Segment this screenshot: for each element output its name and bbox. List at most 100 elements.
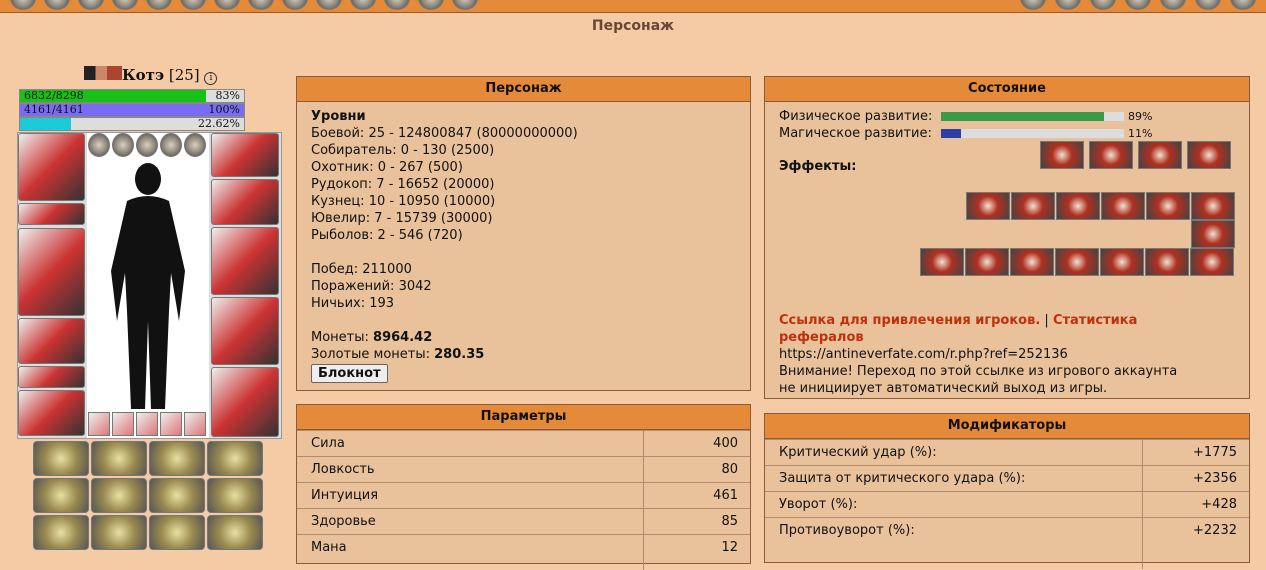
inventory-slot[interactable] — [149, 478, 205, 513]
row-label: Сила — [311, 436, 345, 451]
inventory-slot[interactable] — [149, 515, 205, 550]
row-value: +2356 — [1193, 471, 1237, 486]
inventory-slot[interactable] — [207, 515, 263, 550]
equipment-slot[interactable] — [18, 366, 85, 388]
equipment-slot[interactable] — [211, 133, 279, 177]
notebook-button[interactable]: Блокнот — [311, 364, 388, 383]
links: Ссылка для привлечения игроков. | Статис… — [779, 312, 1179, 397]
inventory-slot[interactable] — [33, 441, 89, 476]
gem-slot — [184, 412, 206, 436]
equipment-slot[interactable] — [18, 318, 85, 364]
character-name: Котэ — [122, 66, 165, 84]
effect-icon — [1055, 248, 1099, 276]
ring-slot — [88, 133, 110, 157]
effect-icon — [965, 248, 1009, 276]
gem-slot — [160, 412, 182, 436]
table-row: Интуиция 461 — [297, 482, 750, 509]
silhouette — [111, 163, 185, 409]
divider — [1142, 439, 1143, 569]
effects-label: Эффекты: — [779, 159, 857, 174]
state-panel: Состояние Физическое развитие: Магическо… — [764, 76, 1250, 399]
effect-icon — [1145, 248, 1189, 276]
inventory-slot[interactable] — [207, 441, 263, 476]
stats: Побед: 211000 Поражений: 3042 Ничьих: 193 — [311, 261, 736, 312]
level-line: Собиратель: 0 - 130 (2500) — [311, 143, 495, 158]
inventory-slot[interactable] — [33, 478, 89, 513]
referral-link[interactable]: Ссылка для привлечения игроков. — [779, 313, 1041, 328]
row-label: Интуиция — [311, 488, 379, 503]
effect-icon — [1191, 192, 1235, 220]
separator: | — [1044, 313, 1049, 328]
gold: Золотые монеты: 280.35 — [311, 346, 736, 363]
inventory-slot[interactable] — [149, 441, 205, 476]
parameters-panel: Параметры Сила 400 Ловкость 80 Интуиция 461 Зд… — [296, 404, 751, 570]
gem-slot — [136, 412, 158, 436]
panel-title: Состояние — [765, 77, 1249, 102]
table-row: Здоровье 85 — [297, 508, 750, 535]
equipment-slot[interactable] — [18, 133, 85, 201]
equipment-slot[interactable] — [211, 179, 279, 225]
stat-line: Побед: 211000 — [311, 262, 412, 277]
inventory-slot[interactable] — [207, 478, 263, 513]
equipment-slot[interactable] — [18, 228, 85, 316]
gold-value: 280.35 — [434, 347, 485, 362]
ring-slot — [136, 133, 158, 157]
warning: Внимание! Переход по этой ссылке из игро… — [779, 364, 1178, 396]
panel-title: Персонаж — [297, 77, 750, 102]
level-line: Рудокоп: 7 - 16652 (20000) — [311, 177, 495, 192]
bar-percent: 100% — [208, 103, 240, 116]
row-label: Мана — [311, 540, 347, 555]
effect-icon — [1010, 248, 1054, 276]
magic-label: Магическое развитие: — [779, 126, 932, 141]
modifiers-panel: Модификаторы Критический удар (%): +1775 З… — [764, 413, 1250, 569]
bar-fill — [20, 104, 244, 116]
row-value: +428 — [1201, 497, 1237, 512]
panel-body: Уровни Боевой: 25 - 124800847 (800000000… — [297, 102, 750, 389]
effect-icon — [1089, 141, 1133, 169]
level-line: Кузнец: 10 - 10950 (10000) — [311, 194, 496, 209]
stat-line: Ничьих: 193 — [311, 296, 395, 311]
magic-percent: 11% — [1128, 127, 1153, 140]
bar-value: 4161/4161 — [24, 103, 84, 116]
stats-link[interactable]: Статистика рефералов — [779, 313, 1138, 345]
ring-slot — [160, 133, 182, 157]
effect-icon — [1040, 141, 1084, 169]
equipment-slot[interactable] — [18, 390, 85, 436]
row-label: Противоуворот (%): — [779, 523, 915, 538]
inventory-slot[interactable] — [91, 478, 147, 513]
level-line: Рыболов: 2 - 546 (720) — [311, 228, 463, 243]
effect-icon — [1011, 192, 1055, 220]
row-value: 85 — [721, 514, 738, 529]
table-row: Защита от критического удара (%): +2356 — [765, 465, 1249, 492]
bar-track: 4161/4161 100% — [19, 103, 245, 117]
gold-label: Золотые монеты: — [311, 347, 430, 362]
bar-fill — [20, 90, 206, 102]
table-row: Сила 400 — [297, 430, 750, 457]
inventory-slot[interactable] — [91, 515, 147, 550]
levels: Боевой: 25 - 124800847 (80000000000) Соби… — [311, 125, 736, 244]
equipment-slot[interactable] — [211, 297, 279, 365]
divider — [643, 430, 644, 570]
ring-slot — [184, 133, 206, 157]
ring-slot — [112, 133, 134, 157]
bar-track: 22.62% — [19, 117, 245, 131]
effect-icon — [1101, 192, 1145, 220]
info-icon[interactable]: i — [204, 72, 218, 85]
inventory-slot[interactable] — [91, 441, 147, 476]
coins: Монеты: 8964.42 — [311, 329, 736, 346]
coins-label: Монеты: — [311, 330, 369, 345]
equipment-slot[interactable] — [211, 227, 279, 295]
magic-fill — [941, 129, 962, 138]
level-line: Боевой: 25 - 124800847 (80000000000) — [311, 126, 578, 141]
effect-icon — [1187, 141, 1231, 169]
gem-slot — [88, 412, 110, 436]
physical-track — [941, 112, 1124, 121]
effect-icon — [920, 248, 964, 276]
equipment-slot[interactable] — [18, 203, 85, 225]
row-label: Защита от критического удара (%): — [779, 471, 1026, 486]
inventory-slot[interactable] — [33, 515, 89, 550]
effect-icon — [1056, 192, 1100, 220]
equipment-slot[interactable] — [211, 367, 279, 437]
level-line: Ювелир: 7 - 15739 (30000) — [311, 211, 493, 226]
